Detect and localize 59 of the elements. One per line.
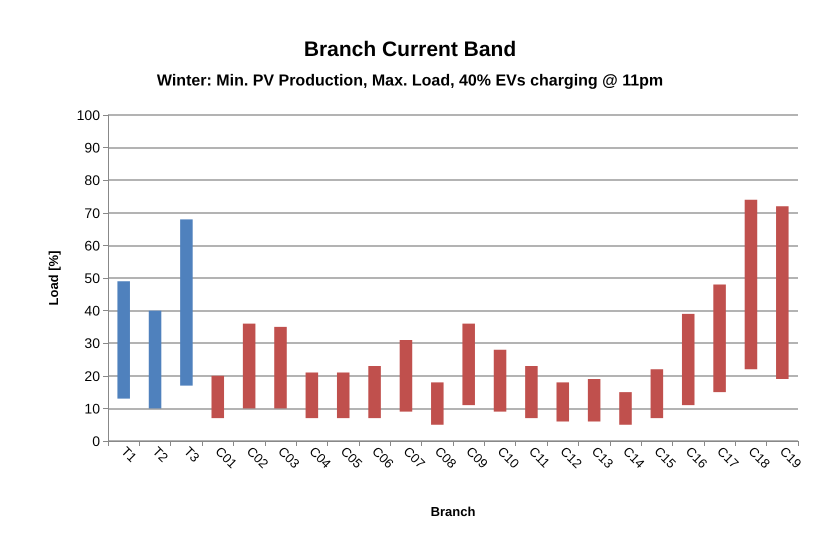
bar (212, 376, 224, 418)
y-tick-label: 70 (84, 204, 100, 221)
y-tick-label: 30 (84, 335, 100, 352)
y-tick-label: 10 (84, 400, 100, 416)
x-tick-label: C03 (275, 444, 303, 472)
x-tick-label: C04 (306, 444, 334, 472)
x-tick-label: C12 (557, 444, 585, 472)
y-tick-label: 90 (84, 140, 100, 156)
bar (336, 372, 350, 418)
x-tick-label: C14 (620, 444, 648, 472)
x-tick-label: C08 (432, 444, 460, 472)
bar (368, 366, 381, 418)
bar (148, 310, 162, 408)
x-tick-label: C10 (494, 444, 522, 472)
bar (556, 382, 570, 422)
y-axis-title: Load [%] (46, 250, 61, 306)
bar (619, 392, 632, 425)
x-tick-label: T1 (118, 444, 140, 466)
chart-title: Branch Current Band (304, 38, 516, 61)
x-tick-label: C05 (338, 444, 366, 472)
bar (400, 340, 412, 412)
bar (650, 369, 664, 418)
y-tick-label: 0 (92, 433, 100, 449)
x-tick-label: T2 (150, 444, 172, 466)
y-tick-label: 50 (84, 270, 100, 286)
bar (431, 382, 444, 425)
x-tick-label: T3 (181, 444, 202, 466)
x-tick-label: C18 (746, 444, 774, 472)
bar (494, 350, 506, 412)
x-tick-label: C02 (244, 444, 272, 472)
bar (744, 200, 758, 370)
y-tick-label: 80 (84, 172, 100, 188)
bar (713, 284, 726, 392)
bar (462, 324, 475, 406)
x-tick-label: C11 (526, 444, 553, 470)
bar (274, 326, 287, 408)
x-tick-label: C17 (714, 444, 742, 472)
x-axis-title: Branch (430, 504, 476, 519)
x-tick-label: C07 (400, 444, 428, 472)
y-tick-label: 60 (84, 237, 100, 254)
y-tick-label: 100 (76, 107, 100, 123)
bar (525, 366, 538, 418)
x-tick-label: C15 (652, 444, 680, 472)
chart-subtitle: Winter: Min. PV Production, Max. Load, 40% EVs charging @ 11pm (156, 72, 664, 90)
x-tick-label: C19 (777, 444, 804, 472)
bar (588, 379, 600, 422)
x-tick-label: C09 (463, 444, 491, 472)
x-tick-label: C01 (212, 444, 240, 472)
bar (776, 206, 789, 380)
bar (306, 372, 318, 418)
x-tick-label: C16 (682, 444, 710, 472)
y-tick-label: 20 (84, 368, 100, 384)
y-tick-label: 40 (84, 302, 100, 319)
bar (117, 281, 130, 399)
bar (682, 314, 694, 406)
bar (242, 324, 256, 408)
x-tick-label: C13 (588, 444, 616, 472)
x-tick-label: C06 (369, 444, 397, 472)
bar (180, 219, 193, 386)
